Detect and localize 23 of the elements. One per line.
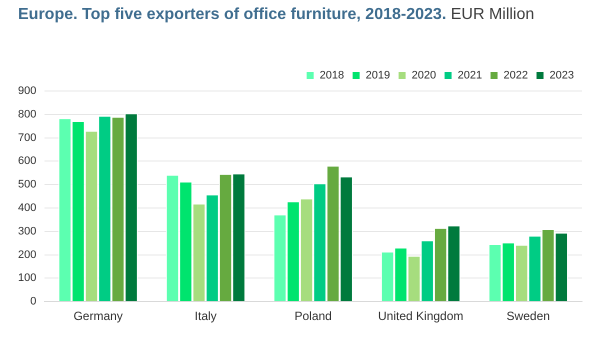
x-tick-label: Germany — [73, 309, 123, 324]
legend-label: 2023 — [550, 70, 574, 82]
chart-title: Europe. Top five exporters of office furniture, 2018-2023. — [18, 6, 446, 23]
y-tick-label: 500 — [18, 178, 36, 191]
x-tick-label: Italy — [194, 309, 217, 324]
y-tick-label: 0 — [30, 296, 36, 308]
y-tick-label: 200 — [18, 248, 36, 261]
legend-label: 2021 — [458, 70, 482, 82]
x-tick-label: Poland — [294, 309, 332, 324]
legend-label: 2022 — [504, 70, 528, 82]
legend-label: 2018 — [320, 70, 344, 82]
y-tick-label: 400 — [18, 202, 36, 214]
x-tick-label: United Kingdom — [378, 309, 464, 324]
legend-label: 2019 — [366, 70, 390, 82]
chart-subtitle: EUR Million — [450, 6, 534, 23]
x-tick-label: Sweden — [506, 309, 550, 324]
y-tick-label: 900 — [18, 85, 36, 98]
y-tick-label: 600 — [18, 155, 36, 168]
y-tick-label: 100 — [18, 272, 36, 284]
legend-label: 2020 — [412, 70, 436, 82]
y-tick-label: 800 — [18, 108, 36, 120]
y-tick-label: 300 — [18, 225, 36, 238]
y-tick-label: 700 — [18, 132, 36, 144]
